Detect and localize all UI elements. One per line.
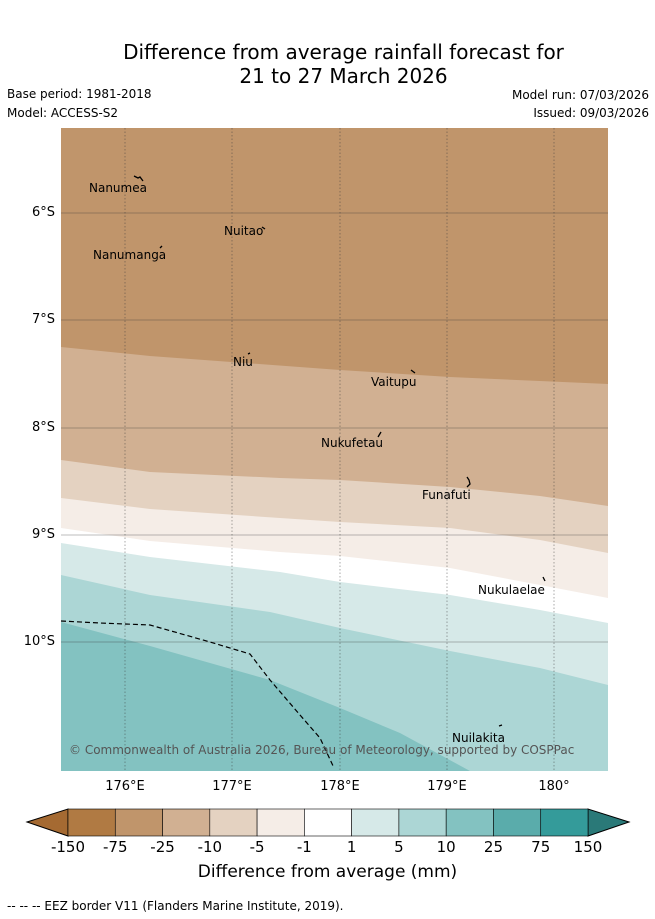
label-nukufetau: Nukufetau <box>321 436 383 450</box>
title-line-2: 21 to 27 March 2026 <box>239 64 448 88</box>
island-vaitupu-shape <box>410 369 416 374</box>
legend-tick: 5 <box>394 838 404 856</box>
legend-cell <box>304 808 352 837</box>
legend-cell <box>256 808 305 837</box>
legend-tick: 25 <box>483 838 503 856</box>
legend-tick: 150 <box>573 838 603 856</box>
lat-label-9s: 9°S <box>31 527 55 542</box>
lon-label-177e: 177°E <box>212 779 252 794</box>
eez-footnote: -- -- -- EEZ border V11 (Flanders Marine… <box>7 899 344 913</box>
label-funafuti: Funafuti <box>422 488 471 502</box>
legend-tick: -75 <box>103 838 128 856</box>
legend-tick: -150 <box>50 838 86 856</box>
legend-tick: 10 <box>436 838 456 856</box>
legend-cell <box>162 808 211 837</box>
legend-cell <box>67 808 116 837</box>
copyright-notice: © Commonwealth of Australia 2026, Bureau… <box>69 743 574 757</box>
legend-arrow-low <box>25 808 69 837</box>
legend-cell <box>114 808 163 837</box>
legend-tick: -5 <box>249 838 265 856</box>
label-nuitao: Nuitao <box>224 224 263 238</box>
island-nukufetau-shape <box>377 431 382 438</box>
legend-cell <box>209 808 258 837</box>
lon-label-180: 180° <box>538 779 570 794</box>
issued-date: Issued: 09/03/2026 <box>533 106 649 120</box>
legend-cell <box>445 808 494 837</box>
band-10-to-25 <box>61 622 470 771</box>
legend-tick: -10 <box>197 838 223 856</box>
label-niu: Niu <box>233 355 253 369</box>
label-vaitupu: Vaitupu <box>371 375 417 389</box>
label-nuilakita: Nuilakita <box>452 731 505 745</box>
base-period: Base period: 1981-2018 <box>7 87 152 101</box>
eez-border <box>60 620 335 769</box>
legend-arrow-high <box>587 808 631 837</box>
island-nuilakita-shape <box>498 724 503 727</box>
title-line-1: Difference from average rainfall forecas… <box>123 40 564 64</box>
island-nanumanga-shape <box>159 245 163 249</box>
rainfall-contours <box>61 128 608 771</box>
lon-label-176e: 176°E <box>105 779 145 794</box>
island-nanumea-shape <box>133 175 144 182</box>
lat-label-10s: 10°S <box>23 634 55 649</box>
lat-label-8s: 8°S <box>31 420 55 435</box>
islands <box>133 175 546 727</box>
place-labels: Nanumea Nuitao Nanumanga Niu Vaitupu Nuk… <box>89 181 545 745</box>
lat-label-7s: 7°S <box>31 312 55 327</box>
map-title: Difference from average rainfall forecas… <box>0 40 655 88</box>
meridians <box>124 128 555 771</box>
model-run: Model run: 07/03/2026 <box>511 88 649 102</box>
legend-cell <box>540 808 589 837</box>
legend-tick: -1 <box>296 838 312 856</box>
label-nanumea: Nanumea <box>89 181 147 195</box>
legend-cell <box>351 808 400 837</box>
island-nuitao-shape <box>261 226 266 230</box>
legend-title: Difference from average (mm) <box>197 862 458 882</box>
label-nanumanga: Nanumanga <box>93 248 166 262</box>
legend-colorbar <box>25 808 631 837</box>
island-nukulaelae-shape <box>542 576 546 582</box>
label-nukulaelae: Nukulaelae <box>478 583 545 597</box>
legend-tick: 1 <box>346 838 357 856</box>
island-niu-shape <box>247 352 251 355</box>
lon-label-179e: 179°E <box>427 779 467 794</box>
legend-cell <box>493 808 542 837</box>
legend-tick: 75 <box>531 838 551 856</box>
legend-cell <box>398 808 447 837</box>
graticule <box>61 212 608 643</box>
lon-label-178e: 178°E <box>320 779 360 794</box>
model-name: Model: ACCESS-S2 <box>7 106 119 120</box>
island-funafuti-shape <box>466 476 471 488</box>
legend-tick: -25 <box>150 838 175 856</box>
lat-label-6s: 6°S <box>31 205 55 220</box>
